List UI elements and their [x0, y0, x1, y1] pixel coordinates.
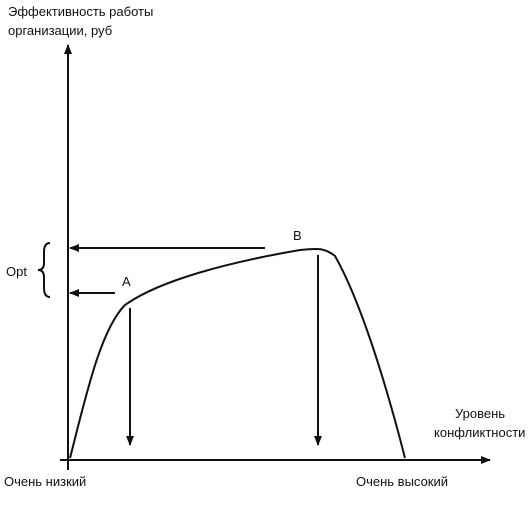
point-label: B: [293, 228, 302, 243]
opt-label: Opt: [6, 264, 27, 279]
x-high-label: Очень высокий: [356, 474, 448, 489]
point-label: A: [122, 274, 131, 289]
x-axis-label: Уровень: [455, 406, 505, 421]
brace: [37, 242, 51, 298]
x-axis-label: конфликтности: [434, 425, 525, 440]
y-axis-label: Эффективность работы: [8, 4, 153, 19]
y-axis-label: организации, руб: [8, 23, 112, 38]
curve: [69, 247, 406, 459]
x-low-label: Очень низкий: [4, 474, 86, 489]
